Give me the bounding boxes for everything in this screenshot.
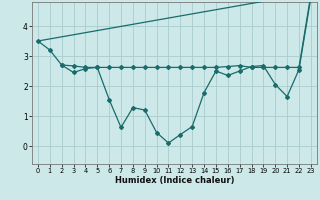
X-axis label: Humidex (Indice chaleur): Humidex (Indice chaleur) [115,176,234,185]
